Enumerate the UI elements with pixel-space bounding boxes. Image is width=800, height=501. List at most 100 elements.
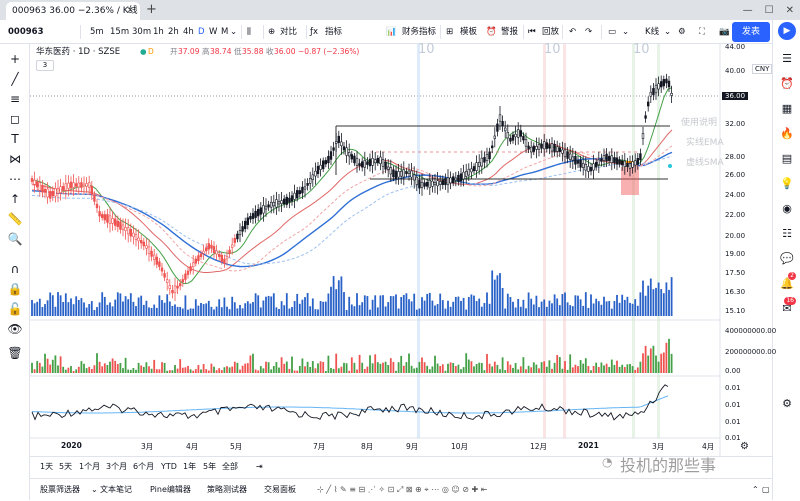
candle-body: [506, 132, 509, 139]
close-window-icon[interactable]: ✕: [785, 4, 794, 16]
range-3m[interactable]: 3个月: [106, 462, 128, 471]
layout-icon[interactable]: ▭: [608, 27, 617, 37]
streams-icon[interactable]: ◉: [782, 202, 792, 215]
indicators-collapse-button[interactable]: 3: [36, 60, 54, 71]
compare-button[interactable]: 对比: [280, 27, 298, 37]
range-ytd[interactable]: YTD: [161, 462, 177, 471]
fib-icon[interactable]: ≡: [9, 92, 21, 106]
candle-body: [428, 179, 431, 189]
interval-1h[interactable]: 1h: [153, 27, 164, 37]
pattern-icon[interactable]: ⋈: [9, 152, 21, 166]
text-icon[interactable]: T: [11, 132, 19, 146]
fullscreen-icon[interactable]: ⛶: [699, 27, 705, 37]
templates-button[interactable]: 模板: [460, 27, 478, 37]
drawing-tools-strip[interactable]: ⊹ ╱ ⌇ ✎ ≡ ⊟ ⋰ ✧ ⊡ ⤢ ⊠ ⊕ ⌖ ⋯ ◎ ☺ ⊘ ✚ ⇤: [317, 485, 488, 494]
volume2-bar: [267, 362, 270, 373]
range-1d[interactable]: 1天: [40, 462, 54, 471]
arrow-icon[interactable]: ↑: [9, 192, 21, 206]
candle-body: [327, 156, 330, 164]
lock-icon[interactable]: 🔓: [7, 302, 23, 316]
volume-bar: [288, 308, 291, 316]
event-marker[interactable]: 10: [544, 42, 561, 57]
eye-icon[interactable]: 👁: [7, 322, 23, 336]
candle-body: [228, 249, 231, 255]
range-1y[interactable]: 1年: [183, 462, 197, 471]
symbol-search[interactable]: 000963: [8, 27, 44, 37]
chart-type-button[interactable]: K线: [645, 27, 660, 37]
lock-draw-icon[interactable]: 🔒: [7, 282, 23, 296]
interval-4h[interactable]: 4h: [183, 27, 194, 37]
messages-icon[interactable]: ✉ 16: [782, 297, 796, 315]
redo-icon[interactable]: ↷: [585, 27, 593, 37]
interval-d[interactable]: D: [198, 27, 205, 37]
range-5d[interactable]: 5天: [59, 462, 73, 471]
replay-button[interactable]: 回放: [542, 27, 560, 37]
bars-style-icon[interactable]: ⫼: [247, 27, 251, 37]
tab-pine-editor[interactable]: Pine编辑器: [150, 485, 191, 494]
tab-text-notes[interactable]: 文本笔记: [100, 485, 132, 494]
range-1m[interactable]: 1个月: [79, 462, 101, 471]
alerts-icon[interactable]: ⏰: [780, 77, 794, 90]
watchlist-icon[interactable]: ☰: [782, 52, 792, 65]
close-tab-icon[interactable]: ✕: [126, 6, 134, 16]
chevron-down-icon[interactable]: ⌄: [664, 27, 672, 37]
calendar-icon[interactable]: ▤: [781, 152, 793, 165]
tab-trading-panel[interactable]: 交易面板: [264, 485, 296, 494]
prediction-icon[interactable]: ⋯: [9, 172, 21, 186]
trendline-icon[interactable]: ╱: [11, 72, 19, 86]
tradingview-logo-icon[interactable]: ▶: [778, 22, 796, 40]
zoom-icon[interactable]: 🔍: [7, 232, 23, 246]
magnet-icon[interactable]: ∩: [10, 262, 20, 276]
browser-tab[interactable]: 000963 36.00 −2.36% / K线 ✕: [6, 2, 140, 20]
minimize-icon[interactable]: —: [742, 4, 753, 16]
interval-m[interactable]: M: [221, 27, 229, 37]
volume2-bar: [486, 353, 488, 373]
collapse-panel-icon[interactable]: ⌃: [752, 485, 759, 494]
financials-button[interactable]: 财务指标: [402, 27, 437, 37]
volume-bar: [426, 293, 429, 316]
chevron-down-icon[interactable]: ⌄: [622, 27, 630, 37]
maximize-icon[interactable]: ☐: [764, 4, 774, 16]
chevron-down-icon[interactable]: ⌄: [91, 485, 98, 494]
interval-2h[interactable]: 2h: [168, 27, 179, 37]
settings-icon[interactable]: ⚙: [782, 397, 792, 410]
volume2-bar: [319, 361, 322, 373]
legend-symbol-name[interactable]: 华东医药 · 1D · SZSE: [36, 47, 121, 57]
data-window-icon[interactable]: ▦: [781, 102, 793, 115]
range-6m[interactable]: 6个月: [133, 462, 155, 471]
alert-button[interactable]: 警报: [501, 27, 519, 37]
volume2-bar: [184, 367, 187, 373]
shapes-icon[interactable]: ◻: [10, 112, 20, 126]
settings-icon[interactable]: ⚙: [678, 27, 686, 37]
go-to-date-icon[interactable]: ⇥: [256, 462, 263, 471]
event-marker[interactable]: 10: [418, 42, 435, 57]
publish-button[interactable]: 发表: [732, 22, 770, 42]
tab-strategy-tester[interactable]: 策略测试器: [207, 485, 247, 494]
ideas-icon[interactable]: 💡: [780, 177, 794, 190]
crosshair-icon[interactable]: +: [9, 52, 21, 66]
interval-5m[interactable]: 5m: [90, 27, 104, 37]
trash-icon[interactable]: 🗑: [7, 346, 23, 360]
indicators-button[interactable]: 指标: [325, 27, 343, 37]
candle-body: [470, 168, 473, 173]
interval-30m[interactable]: 30m: [132, 27, 152, 37]
camera-icon[interactable]: 📷: [719, 27, 730, 37]
tab-stock-screener[interactable]: 股票筛选器: [40, 485, 80, 494]
range-5y[interactable]: 5年: [203, 462, 217, 471]
currency-label[interactable]: CNY: [752, 64, 773, 74]
list-icon[interactable]: ☷: [782, 227, 792, 240]
maximize-panel-icon[interactable]: ▢: [762, 485, 770, 494]
chat-icon[interactable]: 💬: [780, 252, 794, 265]
undo-icon[interactable]: ↶: [569, 27, 577, 37]
new-tab-button[interactable]: +: [146, 2, 157, 17]
event-marker[interactable]: 10: [633, 42, 650, 57]
chevron-down-icon[interactable]: ⌄: [230, 27, 238, 37]
interval-w[interactable]: W: [209, 27, 218, 37]
hotlist-icon[interactable]: 🔥: [780, 127, 794, 140]
ruler-icon[interactable]: 📏: [7, 212, 23, 226]
notifications-icon[interactable]: 🔔 2: [780, 272, 796, 290]
interval-15m[interactable]: 15m: [110, 27, 130, 37]
range-all[interactable]: 全部: [222, 462, 238, 471]
axis-settings-icon[interactable]: ⚙: [740, 441, 749, 452]
